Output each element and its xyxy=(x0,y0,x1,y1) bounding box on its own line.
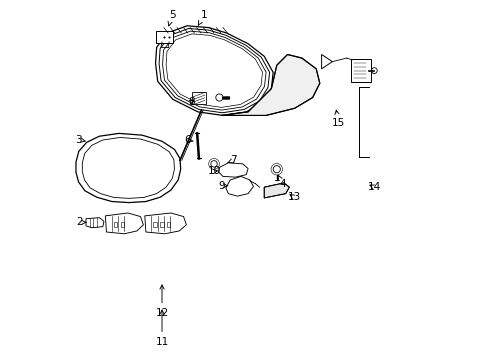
Text: 4: 4 xyxy=(278,175,285,189)
Bar xyxy=(160,222,163,227)
Text: 8: 8 xyxy=(188,97,194,107)
Bar xyxy=(167,222,170,227)
Bar xyxy=(191,93,206,104)
FancyBboxPatch shape xyxy=(156,31,173,42)
Text: 1: 1 xyxy=(198,10,207,25)
Bar xyxy=(121,222,124,227)
Bar xyxy=(153,222,156,227)
FancyBboxPatch shape xyxy=(350,59,370,82)
Text: 11: 11 xyxy=(155,310,168,347)
Text: 2: 2 xyxy=(76,217,86,227)
Text: 10: 10 xyxy=(207,166,220,176)
Text: 7: 7 xyxy=(227,155,237,165)
Text: 6: 6 xyxy=(183,135,193,145)
Polygon shape xyxy=(264,183,289,198)
Bar xyxy=(113,222,117,227)
Polygon shape xyxy=(221,54,319,116)
Text: 5: 5 xyxy=(168,10,175,26)
Text: 12: 12 xyxy=(155,285,168,318)
Text: 3: 3 xyxy=(75,135,85,145)
Text: 9: 9 xyxy=(218,181,227,191)
Text: 15: 15 xyxy=(331,110,345,128)
Text: 14: 14 xyxy=(367,182,380,192)
Text: 13: 13 xyxy=(287,192,300,202)
